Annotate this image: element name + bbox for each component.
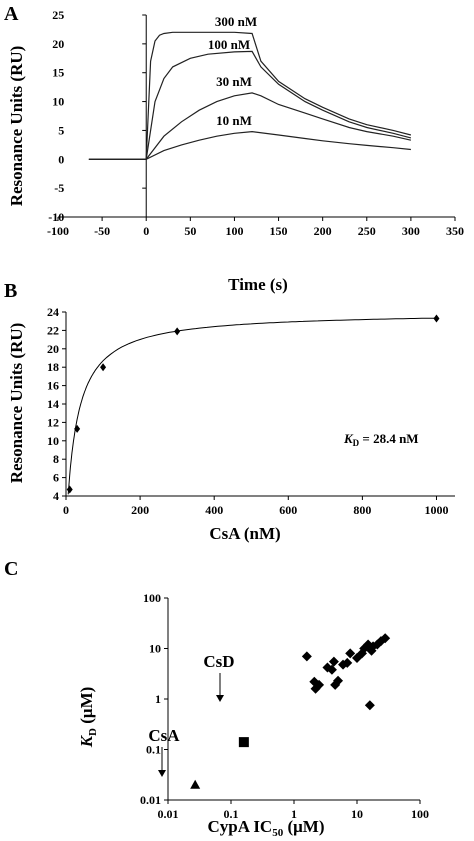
panel-a-x-tick-label: 100: [225, 224, 243, 238]
panel-b-y-tick-label: 24: [47, 305, 59, 319]
panel-c-x-tick-label: 100: [411, 807, 429, 821]
panel-a-x-tick-label: 50: [184, 224, 196, 238]
panel-a-y-tick-label: 25: [52, 8, 64, 22]
panel-a-series-line: [88, 92, 412, 160]
panel-b-point: [100, 363, 107, 372]
panel-c-point: [301, 651, 312, 662]
panel-a-y-axis-title: Resonance Units (RU): [7, 46, 26, 207]
panel-c-point: [326, 664, 337, 675]
panel-b-kd-annotation: KD = 28.4 nM: [343, 431, 419, 448]
panel-c-y-tick-label: 10: [149, 642, 161, 656]
panel-a-x-tick-label: -50: [94, 224, 110, 238]
panel-a-x-axis-title: Time (s): [228, 275, 288, 294]
panel-a-x-tick-label: -100: [47, 224, 69, 238]
panel-a-y-tick-label: 0: [58, 152, 64, 166]
panel-a-y-tick-label: -5: [54, 181, 64, 195]
panel-a-series-label: 300 nM: [215, 14, 257, 29]
panel-b-kd-symbol: K: [343, 431, 354, 446]
panel-a-x-tick-label: 200: [314, 224, 332, 238]
panel-a-x-tick-label: 350: [446, 224, 464, 238]
panel-c-y-tick-label: 1: [155, 692, 161, 706]
panel-c-axes: 0.01 0.1 1 10 100 0.01 0.1 1 10 100: [140, 591, 429, 821]
panel-a-series-line: [88, 50, 412, 160]
panel-b-axes: 4 6 8 10 12 14 16 18 20 22 24 0 200 400 600 800 1000: [47, 305, 455, 517]
panel-c-x-axis-title: CypA IC50 (μM): [208, 817, 325, 839]
panel-a-series-line: [88, 130, 411, 160]
panel-c-x-tick-label: 0.1: [224, 807, 239, 821]
panel-c-y-tick-label: 100: [143, 591, 161, 605]
panel-b-fit-curve: [67, 317, 437, 495]
panel-c-csa-arrowhead: [158, 770, 166, 777]
panel-c-csa-label: CsA: [148, 726, 180, 745]
panel-c-point: [345, 648, 356, 659]
panel-b-y-tick-label: 10: [47, 434, 59, 448]
panel-b-y-tick-label: 12: [47, 415, 59, 429]
panel-a-x-tick-label: 300: [402, 224, 420, 238]
panel-b-x-tick-label: 400: [205, 503, 223, 517]
panel-b-y-tick-label: 8: [53, 452, 59, 466]
panel-a-y-tick-label: -10: [48, 210, 64, 224]
panel-a-series-label: 30 nM: [216, 74, 252, 89]
panel-a-y-tick-label: 5: [58, 123, 64, 137]
panel-b-point: [433, 314, 440, 323]
panel-b-y-tick-label: 4: [53, 489, 59, 503]
panel-b-x-tick-label: 800: [353, 503, 371, 517]
panel-c-csd-point: [238, 737, 249, 748]
panel-b-y-tick-label: 22: [47, 323, 59, 337]
panel-b-x-tick-label: 0: [63, 503, 69, 517]
panel-a-series-line: [88, 31, 412, 160]
panel-c-point: [342, 657, 353, 668]
panel-c-csd-label: CsD: [203, 652, 234, 671]
panel-b: B Resonance Units (RU) CsA (nM) 4 6 8 10 12 1…: [4, 280, 455, 543]
panel-b-x-tick-label: 1000: [424, 503, 448, 517]
panel-b-x-tick-label: 200: [131, 503, 149, 517]
panel-a-x-tick-label: 150: [270, 224, 288, 238]
panel-b-kd-subscript: D: [353, 438, 360, 448]
panel-c-y-tick-label: 0.01: [140, 793, 161, 807]
panel-a-letter: A: [4, 3, 19, 25]
panel-c: C KD (μM) CypA IC50 (μM) 0.010.11101000.…: [4, 558, 429, 839]
panel-c-point: [380, 633, 391, 644]
panel-b-y-tick-label: 6: [53, 471, 59, 485]
panel-b-points: [66, 314, 440, 494]
panel-a: A Resonance Units (RU) Time (s) -10-5051…: [4, 3, 464, 294]
panel-c-letter: C: [4, 558, 18, 580]
panel-b-point: [174, 327, 181, 336]
panel-c-x-tick-label: 0.01: [158, 807, 179, 821]
panel-c-point: [314, 679, 325, 690]
panel-b-y-axis-title: Resonance Units (RU): [7, 323, 26, 484]
panel-c-csd-arrowhead: [216, 695, 224, 702]
panel-c-y-tick-label: 0.1: [146, 743, 161, 757]
panel-b-y-tick-label: 16: [47, 379, 59, 393]
panel-c-points: [190, 633, 391, 789]
panel-b-letter: B: [4, 280, 17, 302]
panel-b-y-tick-label: 18: [47, 360, 59, 374]
panel-c-y-axis-title: KD (μM): [77, 687, 99, 749]
panel-c-point: [328, 656, 339, 667]
panel-c-csa-point: [190, 779, 201, 789]
panel-a-y-tick-label: 20: [52, 37, 64, 51]
panel-a-series: [88, 31, 412, 160]
panel-b-y-tick-label: 14: [47, 397, 59, 411]
panel-c-x-tick-label: 1: [291, 807, 297, 821]
panel-a-series-labels: 300 nM 100 nM 30 nM 10 nM: [208, 14, 257, 128]
panel-a-series-label: 10 nM: [216, 113, 252, 128]
panel-a-series-label: 100 nM: [208, 37, 250, 52]
panel-c-point: [333, 675, 344, 686]
panel-b-point: [66, 485, 73, 494]
panel-b-point: [74, 424, 81, 433]
panel-b-x-axis-title: CsA (nM): [209, 524, 280, 543]
panel-a-y-tick-label: 15: [52, 66, 64, 80]
panel-b-y-tick-label: 20: [47, 342, 59, 356]
panel-b-x-tick-label: 600: [279, 503, 297, 517]
panel-b-kd-value: = 28.4 nM: [359, 431, 418, 446]
panel-a-y-tick-label: 10: [52, 95, 64, 109]
panel-c-x-tick-label: 10: [351, 807, 363, 821]
panel-a-x-tick-label: 0: [143, 224, 149, 238]
panel-c-point: [364, 700, 375, 711]
panel-a-x-tick-label: 250: [358, 224, 376, 238]
